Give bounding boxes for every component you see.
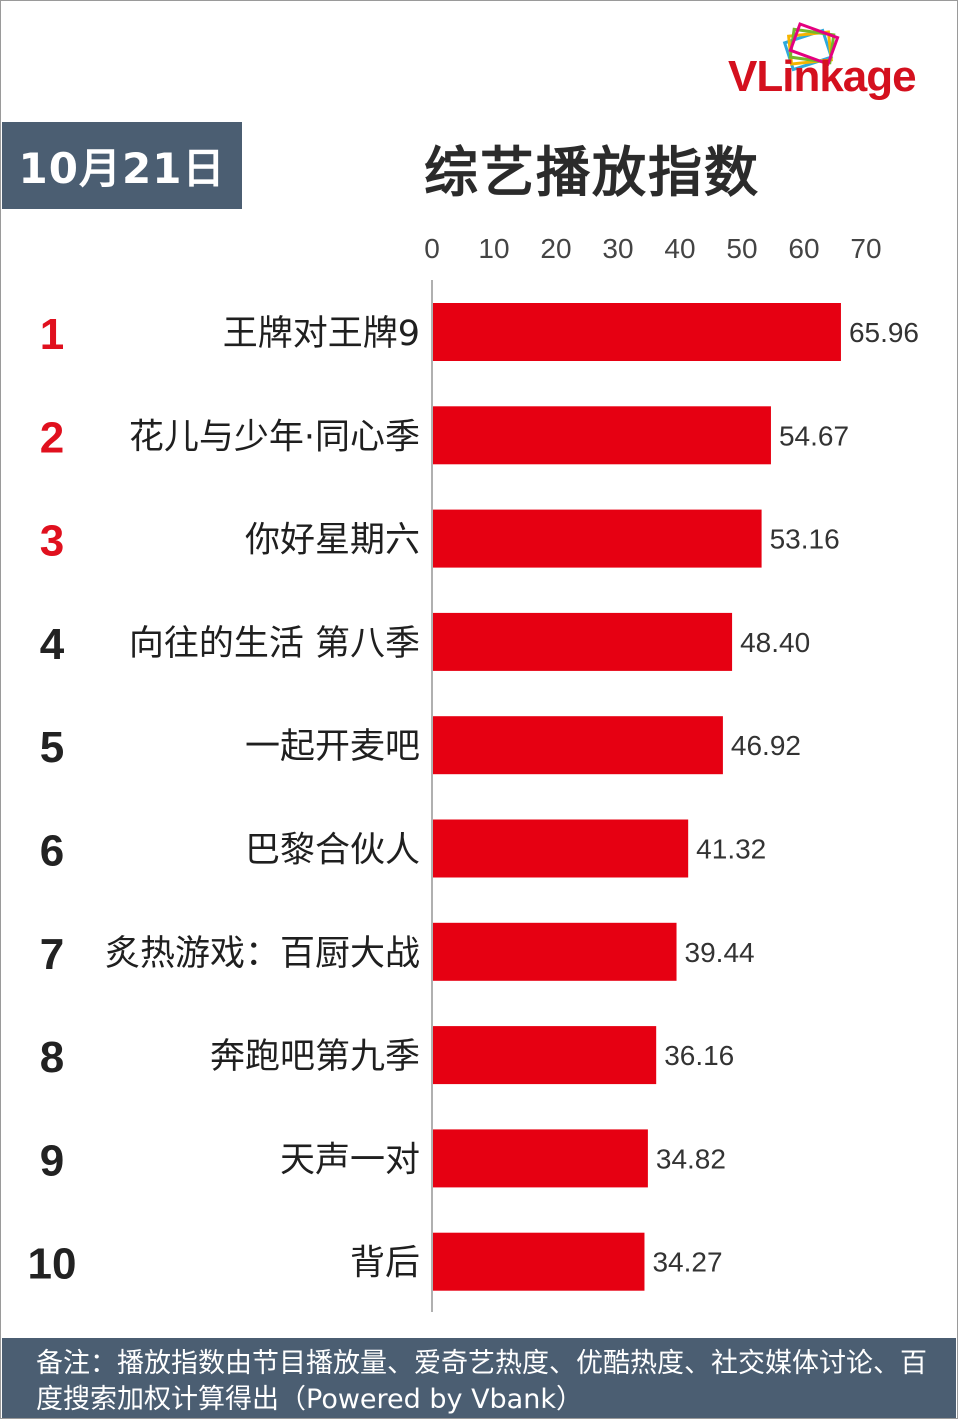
category-label: 向往的生活 第八季 [129, 624, 420, 664]
category-label: 炙热游戏：百厨大战 [105, 934, 420, 974]
rank-number: 4 [40, 620, 65, 669]
value-label: 53.16 [770, 524, 840, 555]
axis-tick-label: 40 [664, 233, 695, 264]
axis-tick-label: 0 [424, 233, 440, 264]
bar [432, 509, 762, 568]
bar [432, 1026, 657, 1085]
value-label: 54.67 [779, 420, 849, 451]
category-label: 你好星期六 [245, 521, 420, 561]
axis-tick-label: 30 [602, 233, 633, 264]
bar [432, 922, 677, 981]
bar [432, 819, 689, 878]
axis-tick-label: 70 [850, 233, 881, 264]
bar [432, 303, 841, 361]
value-label: 46.92 [731, 730, 801, 761]
logo-text: VLinkage [728, 52, 917, 101]
bar-chart: 0 10 20 30 40 50 60 70 65.96 王牌对王牌9 1 54.67 花儿与少年·同心… [28, 233, 919, 1312]
axis-tick-label: 20 [540, 233, 571, 264]
category-label: 巴黎合伙人 [245, 831, 420, 871]
rank-number: 8 [40, 1033, 64, 1082]
rank-number: 6 [40, 827, 64, 876]
rank-number: 5 [40, 723, 64, 772]
category-label: 天声一对 [280, 1140, 420, 1180]
axis-tick-label: 50 [726, 233, 757, 264]
bar [432, 612, 733, 671]
vlinkage-logo: VLinkage [728, 16, 954, 106]
rank-number: 10 [28, 1240, 77, 1289]
category-label: 花儿与少年·同心季 [129, 417, 420, 457]
value-label: 65.96 [849, 317, 919, 348]
rank-number: 2 [40, 413, 64, 462]
bar [432, 716, 723, 775]
footnote: 备注：播放指数由节目播放量、爱奇艺热度、优酷热度、社交媒体讨论、百度搜索加权计算… [2, 1338, 956, 1418]
value-label: 39.44 [685, 937, 755, 968]
category-label: 王牌对王牌9 [223, 314, 420, 354]
rank-number: 9 [40, 1136, 64, 1185]
category-label: 背后 [350, 1244, 420, 1284]
bar [432, 1232, 645, 1291]
rank-number: 7 [40, 930, 64, 979]
rank-number: 3 [40, 517, 64, 566]
value-label: 34.82 [656, 1143, 726, 1174]
logo-cards-icon [782, 22, 840, 72]
axis-tick-label: 10 [478, 233, 509, 264]
value-label: 41.32 [696, 834, 766, 865]
category-label: 奔跑吧第九季 [210, 1037, 420, 1077]
date-label: 10月21日 [2, 122, 242, 209]
bar [432, 406, 771, 465]
rank-number: 1 [40, 310, 64, 359]
axis-tick-label: 60 [788, 233, 819, 264]
chart-title: 综艺播放指数 [424, 141, 760, 204]
category-label: 一起开麦吧 [245, 727, 420, 767]
bar [432, 1129, 648, 1188]
value-label: 34.27 [652, 1247, 722, 1278]
value-label: 36.16 [664, 1040, 734, 1071]
value-label: 48.40 [740, 627, 810, 658]
